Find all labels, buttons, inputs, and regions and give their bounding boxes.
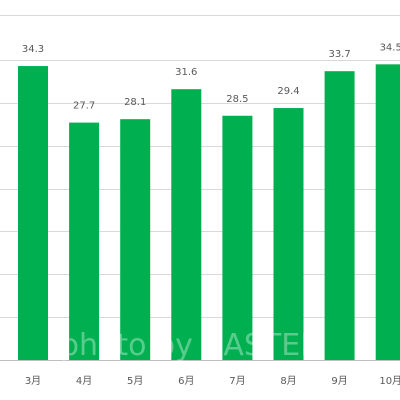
bar-value-label: 34.3 (22, 44, 44, 55)
bar-value-label: 33.7 (328, 49, 350, 60)
x-tick-label: 3月 (25, 375, 41, 387)
bar (375, 64, 400, 361)
bar (222, 115, 253, 360)
x-tick-label: 10月 (379, 375, 400, 387)
x-tick-label: 8月 (280, 375, 296, 387)
bar (273, 108, 304, 361)
x-tick-label: 9月 (331, 375, 347, 387)
bars (18, 64, 400, 361)
x-tick-label: 7月 (229, 375, 245, 387)
watermark-text: photo by CASTEL (60, 328, 317, 363)
bar-value-label: 27.7 (73, 101, 95, 112)
bar (120, 119, 151, 360)
data-labels: 34.3 27.7 28.1 31.6 28.5 29.4 33.7 34.5 (22, 42, 400, 111)
bar (324, 71, 355, 360)
bar-value-label: 29.4 (277, 86, 299, 97)
bar-value-label: 34.5 (380, 42, 400, 53)
x-tick-label: 4月 (76, 375, 92, 387)
bar-value-label: 28.5 (226, 94, 248, 105)
bar (171, 89, 202, 361)
x-tick-label: 6月 (178, 375, 194, 387)
x-tick-labels: 3月 4月 5月 6月 7月 8月 9月 10月 (25, 375, 400, 387)
bar (18, 66, 48, 360)
bar-value-label: 28.1 (124, 97, 146, 108)
bar-value-label: 31.6 (175, 67, 197, 78)
x-tick-label: 5月 (127, 375, 143, 387)
bar (69, 122, 100, 361)
